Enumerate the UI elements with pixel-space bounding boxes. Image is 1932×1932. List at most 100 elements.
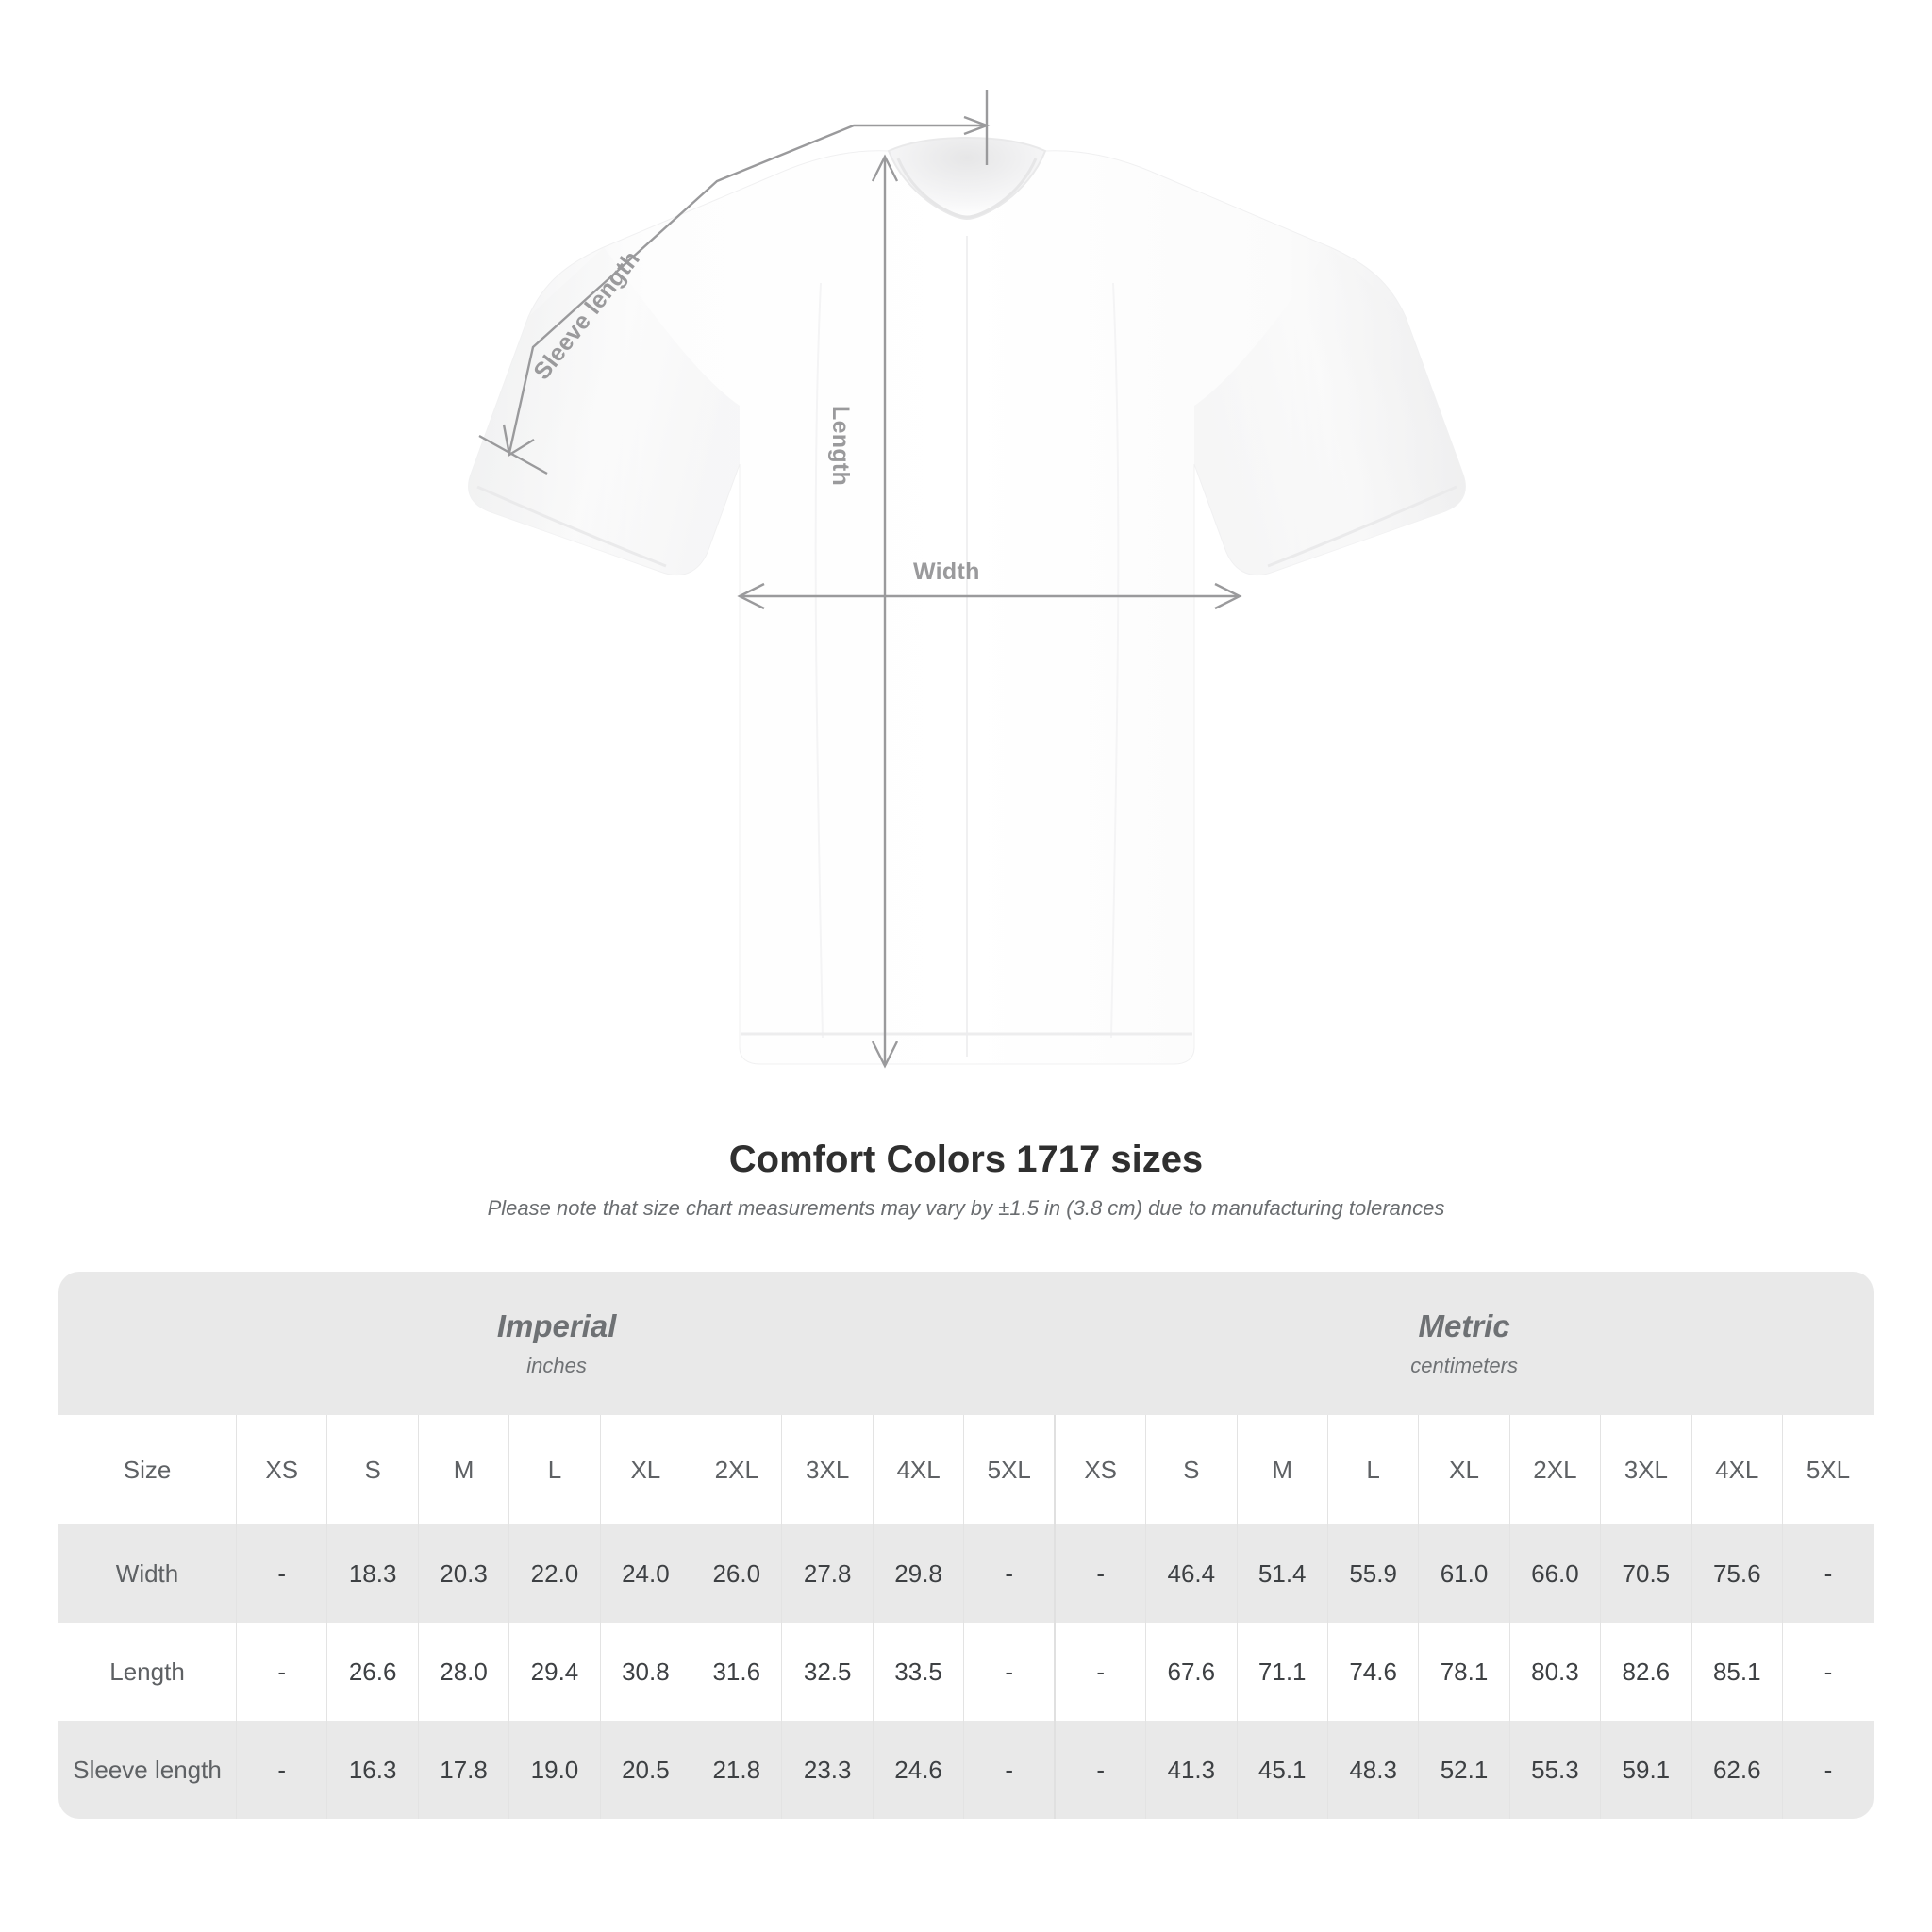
- length-arrow-head-bottom: [871, 1041, 899, 1069]
- cell-metric-xs: -: [1054, 1721, 1146, 1819]
- cell-metric-m: 45.1: [1236, 1721, 1328, 1819]
- size-header-imperial-4xl: 4XL: [872, 1415, 964, 1524]
- cell-metric-3xl: 82.6: [1600, 1623, 1692, 1721]
- size-chart-table-container: Imperial inches Metric centimeters Size XS S M L…: [58, 1272, 1874, 1819]
- cell-imperial-xl: 20.5: [599, 1721, 691, 1819]
- cell-imperial-m: 17.8: [417, 1721, 509, 1819]
- length-dimension-label: Length: [827, 406, 854, 487]
- size-header-metric-4xl: 4XL: [1690, 1415, 1783, 1524]
- size-chart-table: Imperial inches Metric centimeters Size XS S M L…: [58, 1272, 1874, 1819]
- cell-metric-3xl: 59.1: [1600, 1721, 1692, 1819]
- cell-imperial-l: 19.0: [508, 1721, 601, 1819]
- size-header-imperial-5xl: 5XL: [963, 1415, 1056, 1524]
- cell-imperial-xl: 30.8: [599, 1623, 691, 1721]
- page-title: Comfort Colors 1717 sizes: [728, 1139, 1204, 1180]
- cell-metric-5xl: -: [1781, 1623, 1874, 1721]
- cell-metric-s: 46.4: [1145, 1524, 1238, 1623]
- cell-metric-l: 48.3: [1326, 1721, 1419, 1819]
- cell-metric-xs: -: [1054, 1524, 1146, 1623]
- cell-imperial-4xl: 24.6: [872, 1721, 964, 1819]
- size-header-metric-s: S: [1145, 1415, 1238, 1524]
- cell-metric-xs: -: [1054, 1623, 1146, 1721]
- cell-metric-xl: 61.0: [1418, 1524, 1510, 1623]
- cell-metric-xl: 52.1: [1418, 1721, 1510, 1819]
- tshirt-illustration: [468, 90, 1466, 1069]
- cell-metric-s: 41.3: [1145, 1721, 1238, 1819]
- length-arrow-head-top: [871, 154, 899, 182]
- cell-imperial-m: 20.3: [417, 1524, 509, 1623]
- cell-metric-5xl: -: [1781, 1524, 1874, 1623]
- tolerance-note: Please note that size chart measurements…: [487, 1196, 1445, 1220]
- unit-system-cell-metric: Metric centimeters: [1055, 1272, 1874, 1415]
- width-arrow-head-right: [1214, 582, 1242, 610]
- unit-measure-name: inches: [526, 1354, 587, 1378]
- cell-imperial-l: 29.4: [508, 1623, 601, 1721]
- cell-imperial-l: 22.0: [508, 1524, 601, 1623]
- cell-imperial-3xl: 23.3: [781, 1721, 874, 1819]
- cell-metric-2xl: 80.3: [1508, 1623, 1601, 1721]
- cell-metric-s: 67.6: [1145, 1623, 1238, 1721]
- size-header-metric-l: L: [1326, 1415, 1419, 1524]
- measurement-row-label: Width: [58, 1524, 237, 1623]
- cell-metric-4xl: 75.6: [1690, 1524, 1783, 1623]
- size-header-imperial-s: S: [326, 1415, 419, 1524]
- sleeve-tick-bottom: [478, 434, 548, 475]
- size-header-metric-2xl: 2XL: [1508, 1415, 1601, 1524]
- size-header-imperial-l: L: [508, 1415, 601, 1524]
- cell-imperial-3xl: 32.5: [781, 1623, 874, 1721]
- cell-imperial-s: 26.6: [326, 1623, 419, 1721]
- width-dimension-label: Width: [913, 558, 980, 585]
- cell-metric-5xl: -: [1781, 1721, 1874, 1819]
- size-header-row: Size XS S M L XL 2XL 3XL 4XL 5XL XS S M L XL 2XL 3XL 4XL 5…: [58, 1415, 1874, 1524]
- sleeve-arrow-head-bottom: [502, 424, 535, 457]
- table-row: Length -26.6 28.0 29.4 30.8 31.6 32.5 33.5- -67.…: [58, 1623, 1874, 1721]
- cell-metric-3xl: 70.5: [1600, 1524, 1692, 1623]
- cell-imperial-xl: 24.0: [599, 1524, 691, 1623]
- garment-diagram: Sleeve length Length Width: [468, 90, 1466, 1069]
- size-header-imperial-3xl: 3XL: [781, 1415, 874, 1524]
- measurement-row-label: Length: [58, 1623, 237, 1721]
- cell-metric-xl: 78.1: [1418, 1623, 1510, 1721]
- unit-system-cell-imperial: Imperial inches: [58, 1272, 1056, 1415]
- width-arrow-head-left: [737, 582, 765, 610]
- table-row: Sleeve length -16.3 17.8 19.0 20.5 21.8 23.3 24…: [58, 1721, 1874, 1819]
- unit-measure-name: centimeters: [1410, 1354, 1518, 1378]
- cell-metric-2xl: 55.3: [1508, 1721, 1601, 1819]
- size-header-metric-xs: XS: [1054, 1415, 1146, 1524]
- size-header-metric-3xl: 3XL: [1600, 1415, 1692, 1524]
- measurement-row-label: Sleeve length: [58, 1721, 237, 1819]
- cell-metric-l: 74.6: [1326, 1623, 1419, 1721]
- cell-metric-l: 55.9: [1326, 1524, 1419, 1623]
- cell-imperial-4xl: 29.8: [872, 1524, 964, 1623]
- cell-imperial-s: 16.3: [326, 1721, 419, 1819]
- cell-imperial-5xl: -: [963, 1721, 1056, 1819]
- size-column-header: Size: [58, 1415, 237, 1524]
- size-header-metric-m: M: [1236, 1415, 1328, 1524]
- unit-system-name: Metric: [1418, 1307, 1510, 1343]
- cell-metric-2xl: 66.0: [1508, 1524, 1601, 1623]
- unit-system-band: Imperial inches Metric centimeters: [58, 1272, 1874, 1415]
- unit-system-name: Imperial: [496, 1307, 617, 1343]
- cell-imperial-2xl: 31.6: [691, 1623, 782, 1721]
- cell-metric-m: 51.4: [1236, 1524, 1328, 1623]
- cell-imperial-3xl: 27.8: [781, 1524, 874, 1623]
- size-header-imperial-2xl: 2XL: [691, 1415, 782, 1524]
- size-header-imperial-xs: XS: [236, 1415, 327, 1524]
- cell-imperial-m: 28.0: [417, 1623, 509, 1721]
- size-header-metric-xl: XL: [1418, 1415, 1510, 1524]
- cell-imperial-2xl: 21.8: [691, 1721, 782, 1819]
- sleeve-length-leader: [508, 124, 986, 454]
- chart-heading: Comfort Colors 1717 sizes Please note th…: [0, 1137, 1932, 1223]
- cell-metric-m: 71.1: [1236, 1623, 1328, 1721]
- cell-imperial-xs: -: [236, 1524, 327, 1623]
- size-header-metric-5xl: 5XL: [1781, 1415, 1874, 1524]
- tshirt-shape: [468, 136, 1466, 1065]
- table-row: Width -18.3 20.3 22.0 24.0 26.0 27.8 29.8- -46.4…: [58, 1524, 1874, 1623]
- cell-imperial-xs: -: [236, 1721, 327, 1819]
- cell-imperial-4xl: 33.5: [872, 1623, 964, 1721]
- size-header-imperial-m: M: [417, 1415, 509, 1524]
- measurement-annotations: [478, 90, 1242, 1069]
- cell-metric-4xl: 62.6: [1690, 1721, 1783, 1819]
- cell-imperial-2xl: 26.0: [691, 1524, 782, 1623]
- cell-metric-4xl: 85.1: [1690, 1623, 1783, 1721]
